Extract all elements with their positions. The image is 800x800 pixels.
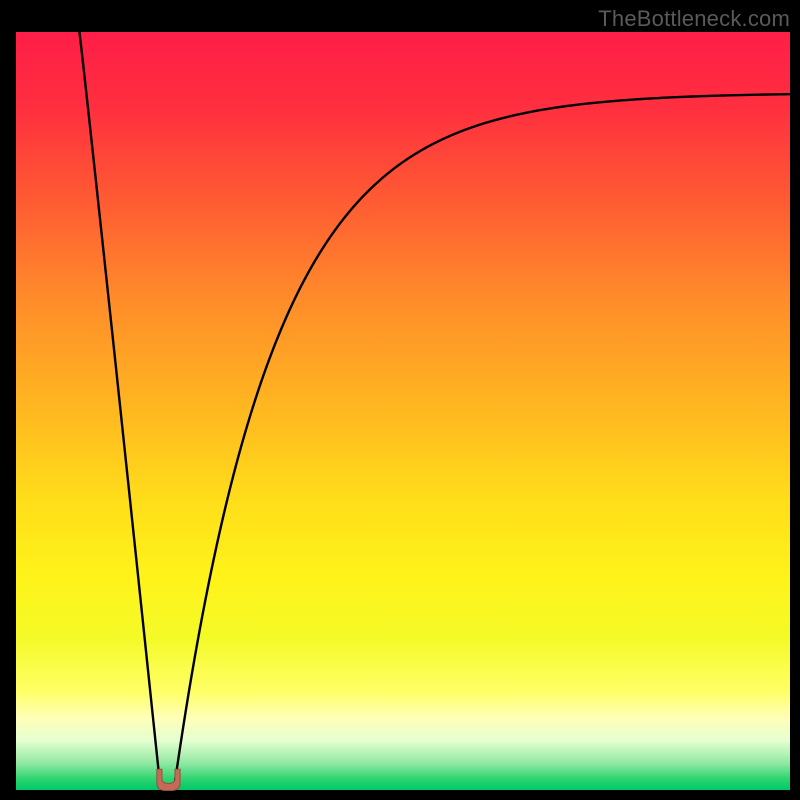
plot-area [16, 32, 790, 790]
watermark-label: TheBottleneck.com [598, 6, 790, 32]
bottleneck-chart [0, 0, 800, 800]
chart-container: TheBottleneck.com [0, 0, 800, 800]
